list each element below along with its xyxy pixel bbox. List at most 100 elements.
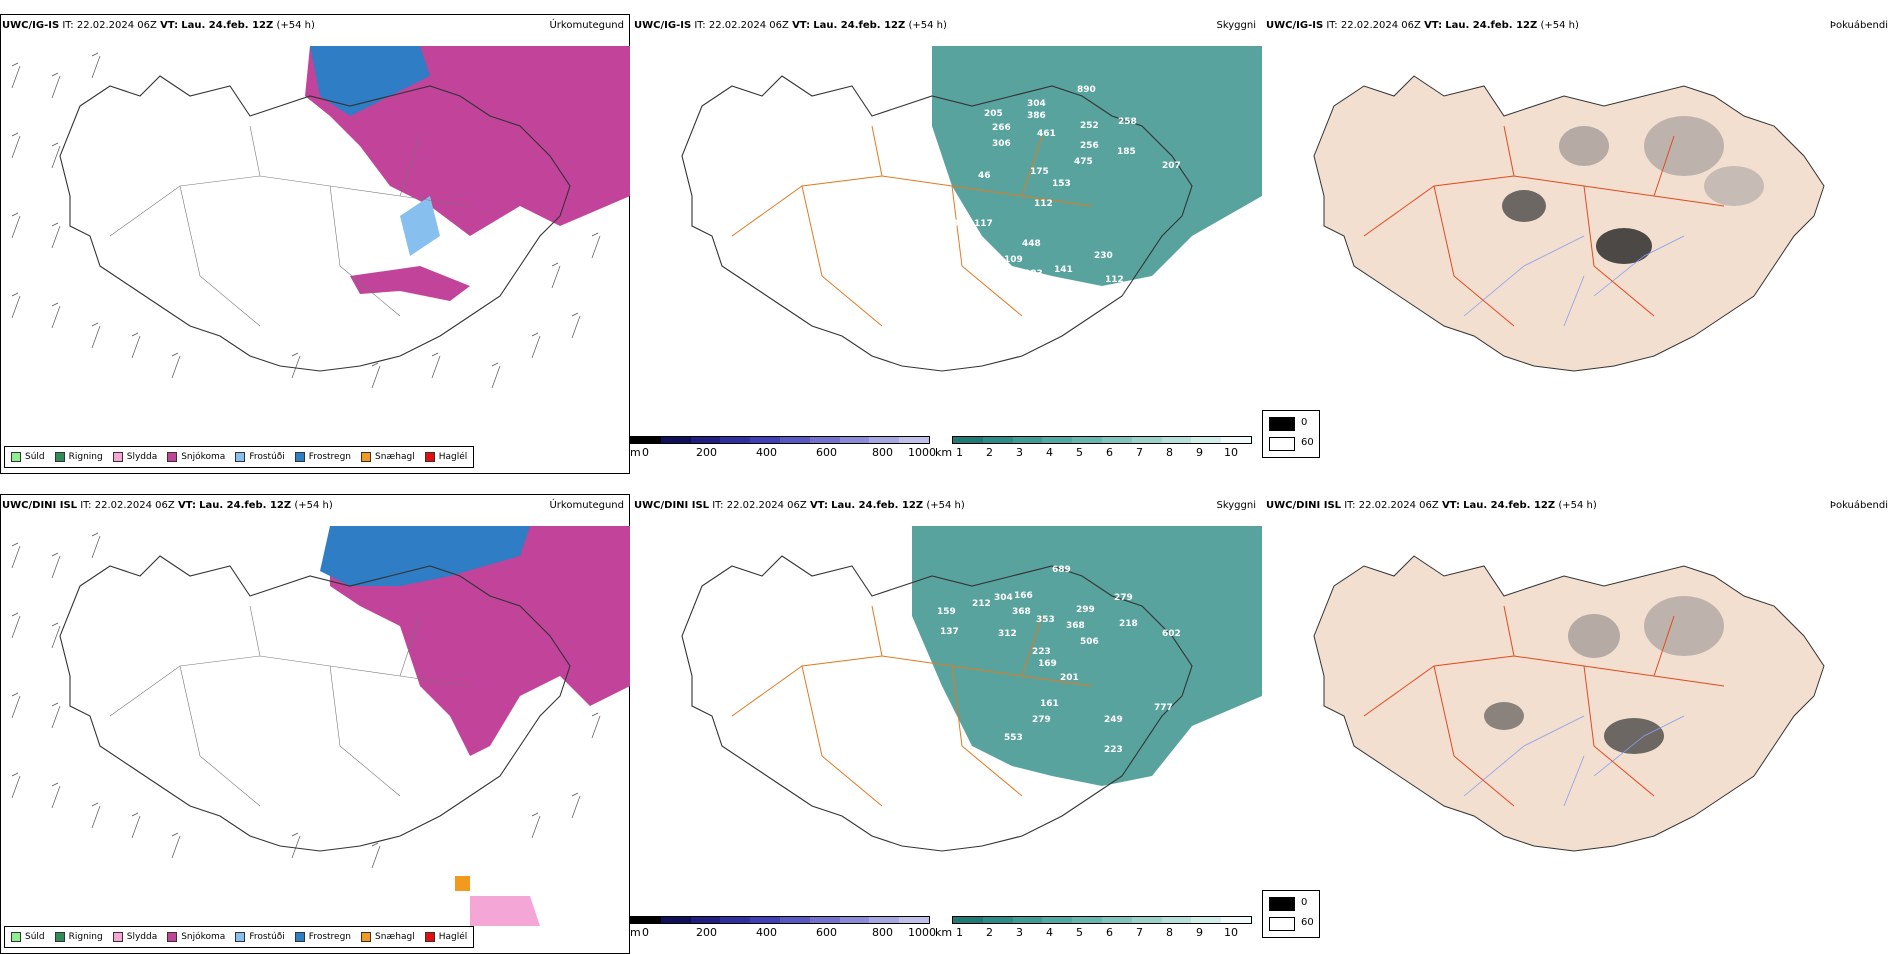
fog-low-label: 0	[1301, 417, 1308, 428]
init-time: 22.02.2024 06Z	[1340, 20, 1421, 31]
ceiling-label: 137	[940, 627, 959, 637]
ceiling-label: 141	[1054, 265, 1073, 275]
ceiling-label: 475	[1074, 157, 1093, 167]
legend-label: Rigning	[68, 452, 103, 462]
ceiling-label: 312	[998, 629, 1017, 639]
vt-label: VT:	[177, 500, 196, 511]
model-name: UWC/DINI ISL	[1266, 500, 1342, 511]
height-tick: 800	[872, 926, 893, 939]
it-label: IT:	[62, 20, 74, 31]
legend-label: Haglél	[438, 452, 468, 462]
legend-label: Snæhagl	[375, 452, 415, 462]
panel-frame	[0, 14, 630, 474]
lead-time: (+54 h)	[1540, 20, 1579, 31]
low-visibility-area	[932, 46, 1262, 286]
legend-label: Rigning	[68, 932, 103, 942]
it-label: IT:	[712, 500, 724, 511]
ceiling-label: 104	[884, 625, 903, 635]
ceiling-label: 252	[1080, 121, 1099, 131]
vis-tick: 8	[1166, 446, 1173, 459]
vis-tick: 6	[1106, 926, 1113, 939]
vis-tick: 3	[1016, 926, 1023, 939]
vt-label: VT:	[809, 500, 828, 511]
colorbar-row-top: m 0 200 400 600 800 1000 km 1 2 3 4 5 6 …	[630, 436, 1260, 462]
ceiling-label: 506	[1080, 637, 1099, 647]
ceiling-label: 185	[1117, 147, 1136, 157]
roads	[109, 605, 471, 807]
fog-panel-igis: UWC/IG-IS IT: 22.02.2024 06Z VT: Lau. 24…	[1264, 14, 1894, 474]
legend-label: Snæhagl	[375, 932, 415, 942]
vt-label: VT:	[1441, 500, 1460, 511]
init-time: 22.02.2024 06Z	[94, 500, 175, 511]
ceiling-label: 166	[1014, 591, 1033, 601]
ceiling-height-colorbar	[630, 916, 930, 924]
vt-label: VT:	[792, 20, 811, 31]
ceiling-label: 304	[1027, 99, 1046, 109]
iceland-outline	[681, 75, 1193, 372]
iceland-land	[1313, 555, 1825, 852]
ceiling-label: 112	[1105, 275, 1124, 285]
fog-swatch-light	[1269, 917, 1295, 931]
it-label: IT:	[1326, 20, 1338, 31]
fog-swatch-dark	[1269, 417, 1295, 431]
precip-type-panel-dini: UWC/DINI ISL IT: 22.02.2024 06Z VT: Lau.…	[0, 494, 630, 954]
height-tick: 600	[816, 446, 837, 459]
ceiling-label: 266	[992, 123, 1011, 133]
fog-patch	[1502, 190, 1546, 222]
fog-panel-dini: UWC/DINI ISL IT: 22.02.2024 06Z VT: Lau.…	[1264, 494, 1894, 954]
height-tick: 1000	[908, 926, 936, 939]
fog-high-label: 60	[1301, 917, 1314, 928]
model-name: UWC/DINI ISL	[2, 500, 78, 511]
height-unit: m	[630, 926, 641, 939]
ceiling-label: 299	[1076, 605, 1095, 615]
ceiling-label: 169	[1038, 659, 1057, 669]
legend-item-drizzle: Súld	[11, 452, 45, 462]
ceiling-label: 306	[992, 139, 1011, 149]
visibility-panel-igis: UWC/IG-IS IT: 22.02.2024 06Z VT: Lau. 24…	[632, 14, 1262, 474]
legend-label: Súld	[25, 932, 45, 942]
ceiling-label: 368	[1012, 607, 1031, 617]
vis-tick: 5	[1076, 446, 1083, 459]
valid-time: Lau. 24.feb. 12Z	[813, 20, 906, 31]
init-time: 22.02.2024 06Z	[1358, 500, 1439, 511]
ceiling-label: 249	[1104, 715, 1123, 725]
legend-item-hail: Haglél	[424, 452, 468, 462]
vis-tick: 2	[986, 446, 993, 459]
precip-map	[11, 46, 630, 389]
height-tick: 800	[872, 446, 893, 459]
vis-tick: 4	[1046, 926, 1053, 939]
vis-tick: 3	[1016, 446, 1023, 459]
vis-tick: 1	[956, 446, 963, 459]
freezing-drizzle-area	[400, 196, 440, 256]
visibility-colorbar	[952, 916, 1252, 924]
vis-unit: km	[935, 926, 953, 939]
fog-map	[1313, 555, 1825, 852]
fog-patch	[1604, 718, 1664, 754]
fog-patch	[1559, 126, 1609, 166]
iceland-outline	[681, 555, 1193, 852]
ceiling-label: 207	[1162, 161, 1181, 171]
ceiling-label: 230	[1094, 251, 1113, 261]
panel-header: UWC/DINI ISL IT: 22.02.2024 06Z VT: Lau.…	[634, 500, 965, 511]
valid-time: Lau. 24.feb. 12Z	[199, 500, 292, 511]
legend-item-snow: Snjókoma	[167, 452, 225, 462]
ceiling-label: 109	[1004, 255, 1023, 265]
panel-title: Úrkomutegund	[549, 20, 624, 31]
model-name: UWC/DINI ISL	[634, 500, 710, 511]
fog-high-label: 60	[1301, 437, 1314, 448]
lead-time: (+54 h)	[276, 20, 315, 31]
vis-tick: 10	[1224, 926, 1238, 939]
legend-item-sleet: Slydda	[112, 932, 157, 942]
panel-title: Þokuábendi	[1829, 20, 1888, 31]
ceiling-label: 890	[1077, 85, 1096, 95]
model-name: UWC/IG-IS	[634, 20, 692, 31]
height-tick: 400	[756, 446, 777, 459]
fog-patch	[1644, 596, 1724, 656]
lead-time: (+54 h)	[926, 500, 965, 511]
vis-tick: 8	[1166, 926, 1173, 939]
panel-title: Þokuábendi	[1829, 500, 1888, 511]
legend-label: Frostregn	[308, 452, 352, 462]
legend-item-snow: Snjókoma	[167, 932, 225, 942]
ceiling-label: 46	[978, 171, 991, 181]
